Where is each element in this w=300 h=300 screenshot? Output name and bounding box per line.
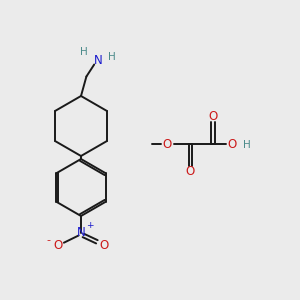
Text: N: N: [76, 226, 85, 239]
Text: O: O: [53, 239, 62, 252]
Text: O: O: [186, 165, 195, 178]
Text: H: H: [108, 52, 116, 62]
Text: -: -: [46, 235, 50, 245]
Text: O: O: [100, 239, 109, 252]
Text: O: O: [228, 137, 237, 151]
Text: +: +: [86, 220, 94, 230]
Text: O: O: [208, 110, 217, 123]
Text: H: H: [80, 46, 88, 57]
Text: N: N: [93, 53, 102, 67]
Text: H: H: [243, 140, 251, 150]
Text: O: O: [163, 137, 172, 151]
